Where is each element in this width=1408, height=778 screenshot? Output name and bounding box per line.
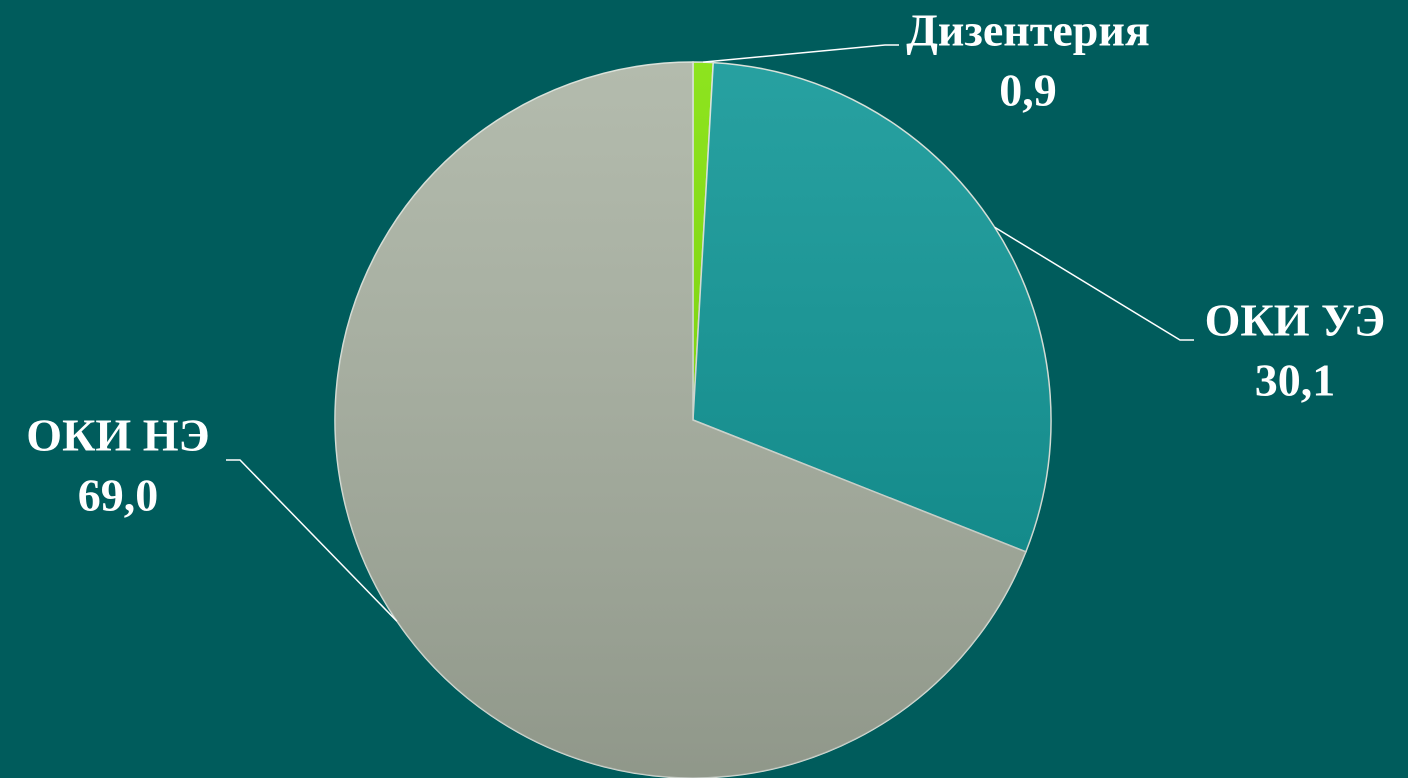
labels: Дизентерия 0,9 ОКИ УЭ 30,1 ОКИ НЭ 69,0 bbox=[26, 5, 1385, 622]
leader-line bbox=[226, 459, 398, 622]
value-label: 0,9 bbox=[999, 65, 1057, 116]
value-label: 30,1 bbox=[1255, 355, 1336, 406]
slice-label: ОКИ НЭ bbox=[26, 410, 209, 461]
value-label: 69,0 bbox=[78, 470, 159, 521]
leader-line bbox=[994, 226, 1194, 341]
slice-label: Дизентерия bbox=[906, 5, 1150, 56]
leader-line bbox=[703, 44, 899, 63]
pie bbox=[334, 61, 1052, 778]
slice-label: ОКИ УЭ bbox=[1205, 295, 1386, 346]
